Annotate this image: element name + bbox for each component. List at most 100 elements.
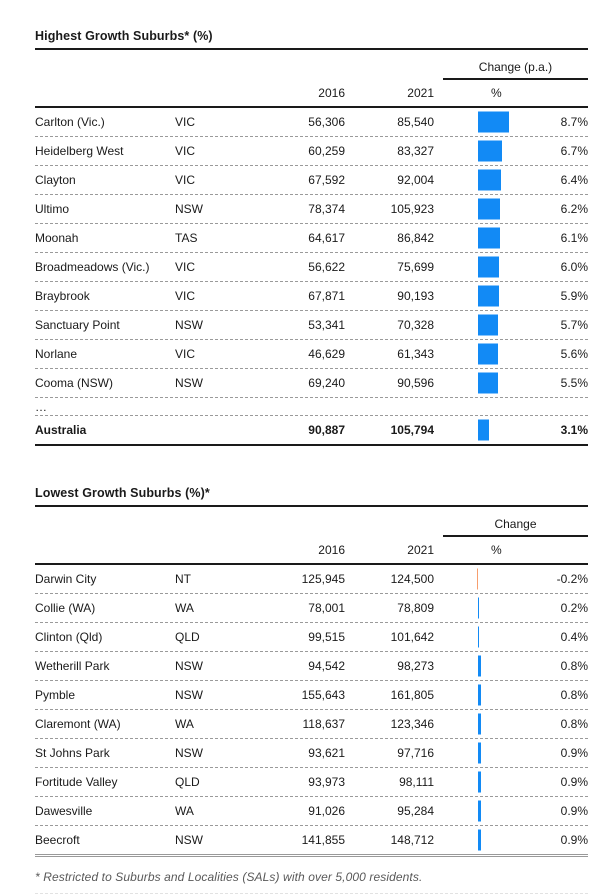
change-percent: -0.2% [556, 572, 588, 586]
value-2016: 91,026 [308, 804, 345, 818]
table-row: Carlton (Vic.) VIC 56,306 85,540 8.7% [35, 108, 588, 137]
change-bar [478, 140, 502, 162]
state-code: NSW [175, 318, 203, 332]
suburb-name: Collie (WA) [35, 601, 96, 615]
value-2021: 75,699 [397, 260, 434, 274]
change-percent: 6.2% [560, 202, 588, 216]
table-row: Beecroft NSW 141,855 148,712 0.9% [35, 826, 588, 854]
change-bar [478, 227, 500, 249]
value-2016: 155,643 [301, 688, 345, 702]
change-percent: 0.9% [560, 775, 588, 789]
table-body: Carlton (Vic.) VIC 56,306 85,540 8.7% Heidelb… [35, 108, 588, 446]
value-2016: 69,240 [308, 376, 345, 390]
table-row: Braybrook VIC 67,871 90,193 5.9% [35, 282, 588, 311]
change-bar [478, 372, 498, 394]
value-2021: 83,327 [397, 144, 434, 158]
state-code: WA [175, 804, 194, 818]
col-2016-header: 2016 [318, 86, 345, 100]
change-percent: 0.9% [560, 833, 588, 847]
suburb-name: Carlton (Vic.) [35, 115, 105, 129]
change-bar-cell [434, 253, 510, 281]
change-percent: 3.1% [560, 423, 588, 437]
value-2021: 105,923 [390, 202, 434, 216]
suburb-name: Darwin City [35, 572, 97, 586]
col-name-spacer [35, 557, 175, 563]
value-2016: 141,855 [301, 833, 345, 847]
change-bar-cell [434, 826, 510, 854]
change-bar-cell [434, 108, 510, 136]
change-header-area: Change (p.a.) [35, 50, 588, 80]
change-bar-cell [434, 710, 510, 738]
value-2016: 125,945 [301, 572, 345, 586]
value-2016: 60,259 [308, 144, 345, 158]
suburb-name: Dawesville [35, 804, 93, 818]
value-2016: 56,306 [308, 115, 345, 129]
state-code: NT [175, 572, 191, 586]
suburb-name: Claremont (WA) [35, 717, 121, 731]
table-title-lowest: Lowest Growth Suburbs (%)* [35, 486, 588, 507]
value-2021: 98,111 [399, 775, 434, 789]
table-row: Heidelberg West VIC 60,259 83,327 6.7% [35, 137, 588, 166]
value-2016: 78,374 [308, 202, 345, 216]
column-header-row: 2016 2021 % [35, 537, 588, 565]
state-code: NSW [175, 833, 203, 847]
change-percent: 6.1% [560, 231, 588, 245]
change-header-label: Change [443, 517, 588, 537]
change-percent: 5.6% [560, 347, 588, 361]
table-row: Ultimo NSW 78,374 105,923 6.2% [35, 195, 588, 224]
value-2021: 86,842 [397, 231, 434, 245]
state-code: QLD [175, 775, 200, 789]
change-bar-cell [434, 623, 510, 651]
change-bar-cell [434, 797, 510, 825]
value-2021: 70,328 [397, 318, 434, 332]
table-row: St Johns Park NSW 93,621 97,716 0.9% [35, 739, 588, 768]
state-code: VIC [175, 260, 196, 274]
table-row: Dawesville WA 91,026 95,284 0.9% [35, 797, 588, 826]
value-2021: 101,642 [390, 630, 434, 644]
change-bar-cell [434, 652, 510, 680]
change-bar [478, 800, 481, 822]
value-2016: 93,973 [308, 775, 345, 789]
change-bar [478, 256, 499, 278]
change-bar [478, 655, 481, 677]
state-code: VIC [175, 115, 196, 129]
value-2021: 105,794 [390, 423, 434, 437]
value-2021: 90,193 [397, 289, 434, 303]
value-2021: 148,712 [390, 833, 434, 847]
change-bar [478, 771, 481, 793]
state-code: VIC [175, 144, 196, 158]
col-2021-header: 2021 [407, 86, 434, 100]
state-code: NSW [175, 688, 203, 702]
footnote: * Restricted to Suburbs and Localities (… [35, 870, 423, 884]
change-bar-cell [434, 311, 510, 339]
suburb-name: Ultimo [35, 202, 70, 216]
change-bar [478, 626, 479, 648]
state-code: VIC [175, 173, 196, 187]
state-code: QLD [175, 630, 200, 644]
lowest-growth-table: Lowest Growth Suburbs (%)* Change 2016 2… [35, 486, 588, 857]
suburb-name: St Johns Park [35, 746, 110, 760]
change-bar [478, 198, 500, 220]
change-bar [478, 684, 481, 706]
change-bar-cell [434, 195, 510, 223]
change-percent: 0.8% [560, 659, 588, 673]
suburb-name: Clayton [35, 173, 76, 187]
state-code: NSW [175, 746, 203, 760]
suburb-name: Broadmeadows (Vic.) [35, 260, 150, 274]
state-code: NSW [175, 659, 203, 673]
table-row: Sanctuary Point NSW 53,341 70,328 5.7% [35, 311, 588, 340]
col-2016-header: 2016 [318, 543, 345, 557]
column-header-row: 2016 2021 % [35, 80, 588, 108]
change-percent: 0.9% [560, 746, 588, 760]
table-row: Australia 90,887 105,794 3.1% [35, 416, 588, 444]
change-bar-cell [434, 681, 510, 709]
col-name-spacer [35, 100, 175, 106]
change-percent: 5.9% [560, 289, 588, 303]
table-row: Claremont (WA) WA 118,637 123,346 0.8% [35, 710, 588, 739]
change-bar [478, 597, 479, 619]
table-title-highest: Highest Growth Suburbs* (%) [35, 29, 588, 50]
value-2016: 99,515 [308, 630, 345, 644]
value-2021: 78,809 [397, 601, 434, 615]
table-row: Pymble NSW 155,643 161,805 0.8% [35, 681, 588, 710]
value-2016: 78,001 [308, 601, 345, 615]
